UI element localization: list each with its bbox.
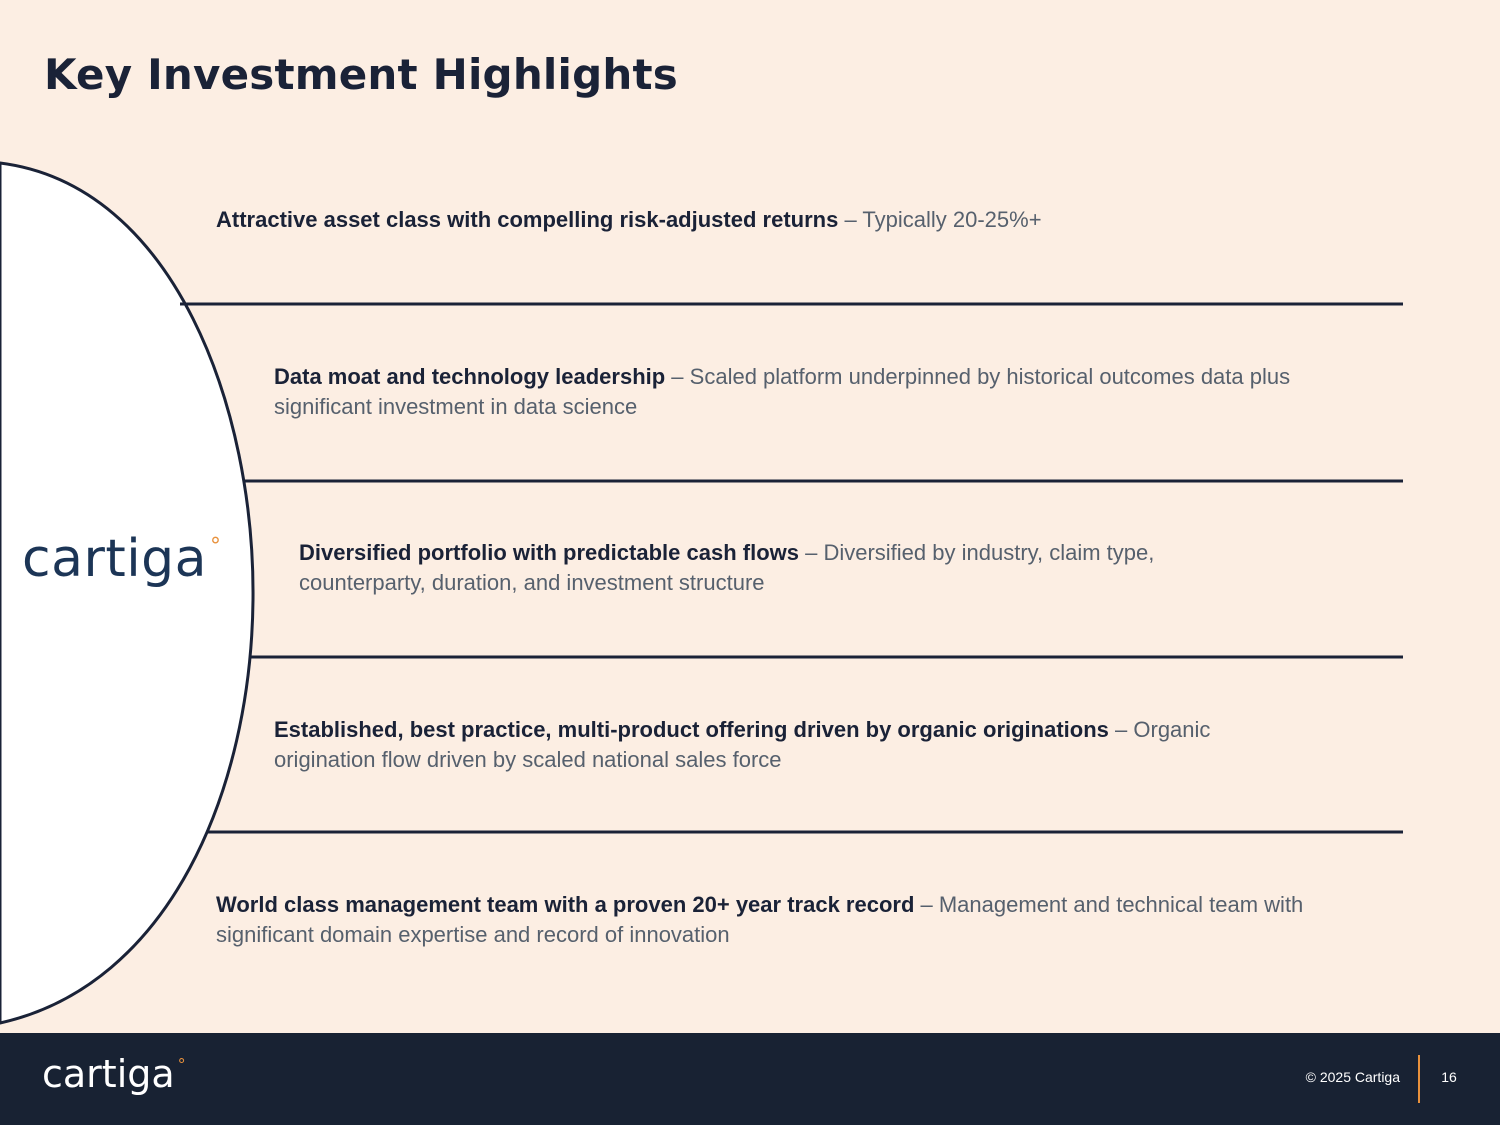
highlight-separator: – [838,207,863,232]
highlight-heading: Diversified portfolio with predictable c… [299,540,799,565]
highlight-detail: Diversified by industry, claim type, cou… [299,540,1155,595]
page-title: Key Investment Highlights [44,50,678,99]
highlight-separator: – [914,892,939,917]
highlight-separator: – [798,540,824,565]
footer-divider [1418,1055,1420,1103]
footer-bar: cartiga ° © 2025 Cartiga 16 [0,1033,1500,1125]
highlight-detail: Management and technical team with signi… [216,892,1304,947]
highlight-item: Attractive asset class with compelling r… [216,205,1366,235]
footer-logo-text: cartiga [42,1052,175,1096]
highlight-separator: – [1108,717,1134,742]
highlight-heading: Attractive asset class with compelling r… [216,207,839,232]
highlight-detail: Typically 20-25%+ [862,207,1042,232]
logo-text: cartiga [22,529,208,589]
logo-mark-icon: ° [210,533,222,559]
footer-logo: cartiga ° [42,1055,186,1093]
highlight-item: World class management team with a prove… [216,890,1366,950]
footer-logo-mark-icon: ° [177,1054,186,1074]
highlight-detail: Organic origination flow driven by scale… [274,717,1211,772]
highlight-heading: Established, best practice, multi-produc… [274,717,1109,742]
cartiga-logo: cartiga ° [22,533,221,585]
copyright-text: © 2025 Cartiga [1305,1069,1400,1085]
page-number: 16 [1441,1069,1457,1085]
white-arc-shape [0,161,255,1025]
highlight-detail: Scaled platform underpinned by historica… [274,364,1291,419]
highlight-heading: Data moat and technology leadership [274,364,666,389]
highlight-item: Data moat and technology leadership – Sc… [274,362,1364,422]
highlight-item: Established, best practice, multi-produc… [274,715,1304,775]
highlight-item: Diversified portfolio with predictable c… [299,538,1259,598]
highlight-separator: – [665,364,690,389]
highlight-heading: World class management team with a prove… [216,892,915,917]
